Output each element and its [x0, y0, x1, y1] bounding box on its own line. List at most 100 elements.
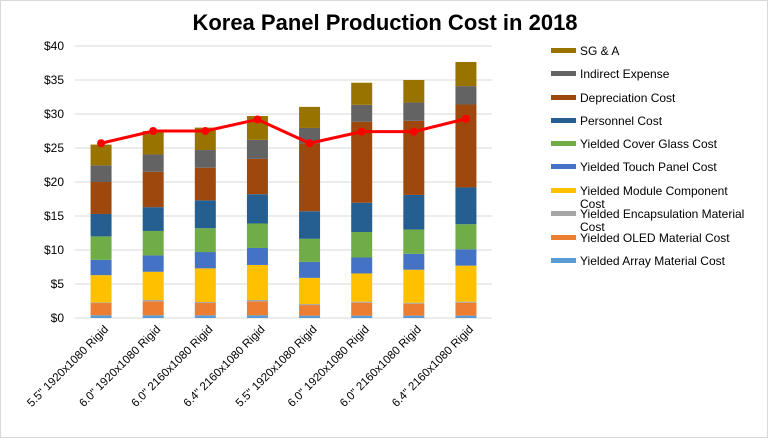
bar-segment [194, 302, 216, 304]
bar-segment [90, 303, 112, 316]
legend-label: Yielded Array Material Cost [580, 254, 726, 268]
y-axis-ticks: $0 $5 $10 $15 $20 $25 $30 $35 $40 [44, 39, 64, 325]
bar-segment [246, 139, 268, 159]
bar-segment [455, 104, 477, 188]
bar-segment [351, 302, 373, 316]
bar-segment [351, 202, 373, 232]
bar-segment [455, 224, 477, 250]
legend-swatch [551, 164, 576, 169]
bar-segment [403, 303, 425, 316]
bar-segment [455, 315, 477, 318]
y-tick-label: $15 [44, 209, 64, 223]
bar-segment [142, 230, 164, 256]
bar-segment [403, 253, 425, 270]
line-path [100, 117, 467, 145]
legend-label-cont: Cost [580, 220, 605, 234]
bar-segment [403, 194, 425, 230]
bar-segment [455, 249, 477, 266]
bar-segment [351, 257, 373, 274]
bar-segment [403, 269, 425, 303]
bar-segment [299, 238, 321, 262]
bar-segment [194, 303, 216, 316]
bar-segment [351, 273, 373, 302]
legend-swatch [551, 235, 576, 240]
bar-segment [403, 120, 425, 195]
y-tick-label: $40 [44, 39, 64, 53]
bar-segment [246, 315, 268, 318]
bar-segment [90, 275, 112, 303]
bar-segment [455, 61, 477, 87]
legend-swatch [551, 188, 576, 193]
legend-label: Yielded Touch Panel Cost [580, 160, 717, 174]
bars [90, 61, 477, 318]
bar-segment [403, 315, 425, 318]
y-tick-label: $25 [44, 141, 64, 155]
bar-segment [351, 231, 373, 258]
y-tick-label: $5 [51, 277, 65, 291]
bar-segment [90, 182, 112, 214]
gridlines [75, 45, 492, 319]
bar-segment [142, 131, 164, 155]
bar-segment [90, 236, 112, 260]
y-tick-label: $30 [44, 107, 64, 121]
bar-segment [142, 315, 164, 318]
bar-segment [455, 302, 477, 316]
bar-segment [142, 171, 164, 208]
bar-segment [90, 144, 112, 166]
legend-label: Yielded OLED Material Cost [580, 231, 730, 245]
bar-segment [90, 302, 112, 304]
bar-segment [299, 261, 321, 278]
bar-segment [90, 165, 112, 182]
legend-swatch [551, 48, 576, 53]
chart-title: Korea Panel Production Cost in 2018 [192, 10, 577, 35]
bar-segment [299, 315, 321, 318]
y-tick-label: $20 [44, 175, 64, 189]
bar-segment [246, 247, 268, 265]
bar-segment [351, 121, 373, 203]
legend-label: Personnel Cost [580, 114, 663, 128]
bar-segment [194, 315, 216, 318]
bar-segment [246, 299, 268, 302]
line-point [149, 127, 158, 135]
legend-swatch [551, 211, 576, 216]
legend-label: Yielded Encapsulation Material [580, 207, 744, 221]
y-tick-label: $0 [51, 311, 65, 325]
bar-segment [194, 252, 216, 269]
bar-segment [351, 315, 373, 318]
bar-segment [142, 207, 164, 231]
bar-segment [455, 301, 477, 303]
line-point [357, 127, 366, 136]
bar-segment [142, 255, 164, 272]
bar-segment [351, 82, 373, 105]
bar-segment [90, 213, 112, 237]
bar-segment [403, 102, 425, 121]
bar-segment [246, 223, 268, 248]
bar-segment [194, 228, 216, 253]
line-point [201, 127, 210, 135]
bar-segment [299, 143, 321, 212]
bar-segment [246, 301, 268, 316]
legend-label-cont: Cost [580, 197, 605, 211]
y-tick-label: $10 [44, 243, 64, 257]
legend-swatch [551, 258, 576, 263]
bar-segment [142, 299, 164, 302]
line-point [253, 115, 262, 124]
bar-segment [142, 271, 164, 300]
bar-segment [351, 301, 373, 303]
bar-segment [142, 154, 164, 172]
line-point [461, 114, 470, 123]
bar-segment [194, 150, 216, 168]
line-point [97, 139, 106, 148]
bar-segment [194, 127, 216, 151]
bar-segment [194, 268, 216, 303]
bar-segment [194, 167, 216, 201]
bar-segment [403, 302, 425, 304]
bar-segment [246, 194, 268, 224]
bar-segment [299, 304, 321, 306]
bar-segment [246, 158, 268, 195]
bar-segment [299, 305, 321, 316]
bar-segment [403, 80, 425, 103]
bar-segment [455, 265, 477, 302]
bar-segment [455, 187, 477, 225]
